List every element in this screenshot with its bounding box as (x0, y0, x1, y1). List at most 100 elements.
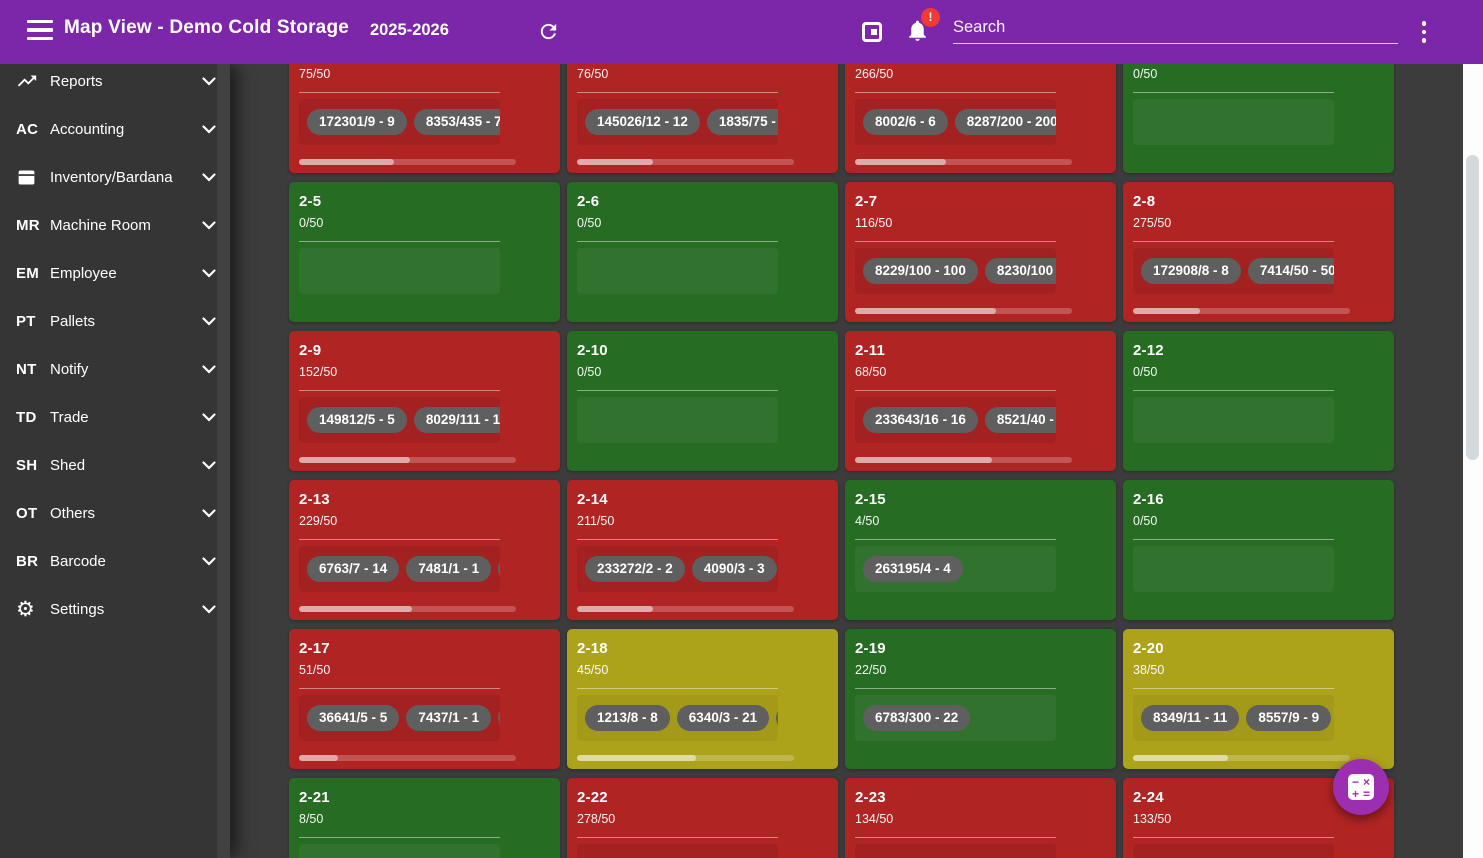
card-capacity-count: 0/50 (1133, 514, 1158, 528)
gear-icon: ⚙ (16, 597, 35, 621)
storage-card-2-16[interactable]: 2-16 0/50 (1123, 480, 1394, 620)
card-divider (1133, 92, 1334, 93)
occupancy-progress-bar (577, 755, 794, 761)
sidebar-item-notify[interactable]: NT Notify (0, 345, 230, 393)
sidebar-item-others[interactable]: OT Others (0, 489, 230, 537)
storage-card-2-22[interactable]: 2-22 278/50 (567, 778, 838, 858)
lot-chip[interactable]: 1213/8 - 8 (585, 705, 670, 731)
sidebar-item-settings[interactable]: ⚙ Settings (0, 585, 230, 633)
lot-chip[interactable]: 8557/9 - 9 (1246, 705, 1332, 731)
lot-chip[interactable]: 8229/100 - 100 (863, 258, 978, 284)
lot-chip[interactable]: 8230/100 - 8 (984, 258, 1056, 284)
lot-chip[interactable]: 7481/1 - 1 (406, 556, 492, 582)
lot-chip[interactable]: 172301/9 - 9 (307, 109, 407, 135)
lot-chip[interactable]: 8521/40 - 40 (984, 407, 1056, 433)
sidebar-item-pallets[interactable]: PT Pallets (0, 297, 230, 345)
menu-icon[interactable] (27, 20, 53, 44)
lot-chip[interactable]: 149812/5 - 5 (307, 407, 407, 433)
sidebar-item-inventory-bardana[interactable]: Inventory/Bardana (0, 153, 230, 201)
sidebar-item-shed[interactable]: SH Shed (0, 441, 230, 489)
page-scrollbar-thumb[interactable] (1466, 155, 1479, 460)
card-capacity-count: 0/50 (577, 365, 602, 379)
lot-chip[interactable]: 8002/6 - 6 (863, 109, 948, 135)
lot-chip[interactable]: 145026/12 - 12 (585, 109, 700, 135)
lot-chip[interactable]: 233272/2 - 2 (585, 556, 685, 582)
lot-chip[interactable]: 7414/50 - 50 (1247, 258, 1334, 284)
storage-card-2-19[interactable]: 2-19 22/50 6783/300 - 22 (845, 629, 1116, 769)
notification-badge: ! (921, 8, 940, 27)
occupancy-progress-fill (299, 159, 395, 165)
search-input[interactable] (953, 12, 1398, 44)
card-capacity-count: 4/50 (855, 514, 880, 528)
overflow-menu-icon[interactable] (1417, 21, 1431, 45)
lot-chip[interactable]: 82 (498, 705, 500, 731)
card-divider (299, 837, 500, 838)
abbr-badge: BR (16, 552, 39, 570)
storage-card-2-6[interactable]: 2-6 0/50 (567, 182, 838, 322)
storage-card-2-15[interactable]: 2-15 4/50 263195/4 - 4 (845, 480, 1116, 620)
lot-chip[interactable]: 75 (776, 705, 778, 731)
lot-chip[interactable]: 6763/7 - 14 (307, 556, 400, 582)
storage-card-2-10[interactable]: 2-10 0/50 (567, 331, 838, 471)
lot-chip[interactable]: 1835/75 - 3 (706, 109, 778, 135)
chevron-down-icon (202, 76, 216, 86)
card-divider (577, 837, 778, 838)
storage-card-partial-0[interactable]: 75/50 172301/9 - 9 8353/435 - 7 (289, 64, 560, 173)
refresh-icon[interactable] (537, 20, 560, 43)
lot-chip[interactable]: 8349/11 - 11 (1141, 705, 1240, 731)
lot-chip[interactable]: 6340/3 - 21 (676, 705, 770, 731)
storage-card-2-21[interactable]: 2-21 8/50 (289, 778, 560, 858)
lot-chip[interactable]: 36641/5 - 5 (307, 705, 400, 731)
lot-chip[interactable]: 172908/8 - 8 (1141, 258, 1241, 284)
sidebar-item-barcode[interactable]: BR Barcode (0, 537, 230, 585)
reader-mode-icon[interactable] (862, 22, 882, 42)
storage-card-2-5[interactable]: 2-5 0/50 (289, 182, 560, 322)
storage-card-2-8[interactable]: 2-8 275/50 172908/8 - 8 7414/50 - 50 (1123, 182, 1394, 322)
page-scrollbar-track[interactable] (1463, 64, 1483, 858)
card-divider (855, 837, 1056, 838)
abbr-badge: NT (16, 360, 37, 378)
sidebar-item-accounting[interactable]: AC Accounting (0, 105, 230, 153)
sidebar-item-machine-room[interactable]: MR Machine Room (0, 201, 230, 249)
card-capacity-count: 75/50 (299, 67, 331, 81)
lot-chip[interactable]: 8029/111 - 111 (413, 407, 500, 433)
abbr-badge: OT (16, 504, 38, 522)
lot-chip[interactable]: 263195/4 - 4 (863, 556, 963, 582)
sidebar-item-label: Settings (50, 600, 105, 618)
card-divider (1133, 688, 1334, 689)
lot-chip[interactable]: 83 (498, 556, 500, 582)
sidebar-item-trade[interactable]: TD Trade (0, 393, 230, 441)
lot-chip[interactable]: 233643/16 - 16 (863, 407, 978, 433)
lot-chip[interactable]: 6783/300 - 22 (863, 705, 971, 731)
storage-card-partial-2[interactable]: 266/50 8002/6 - 6 8287/200 - 200 (845, 64, 1116, 173)
card-title: 2-7 (855, 193, 878, 210)
sidebar-item-reports[interactable]: Reports (0, 57, 230, 105)
card-divider (1133, 241, 1334, 242)
storage-card-2-12[interactable]: 2-12 0/50 (1123, 331, 1394, 471)
storage-card-partial-3[interactable]: 0/50 (1123, 64, 1394, 173)
storage-card-2-23[interactable]: 2-23 134/50 (845, 778, 1116, 858)
lot-chip[interactable]: 7437/1 - 1 (406, 705, 492, 731)
card-title: 2-15 (855, 491, 886, 508)
lot-chip[interactable]: 4090/3 - 3 (691, 556, 777, 582)
notifications-bell-icon[interactable] (905, 17, 930, 44)
sidebar-item-employee[interactable]: EM Employee (0, 249, 230, 297)
card-capacity-count: 0/50 (1133, 67, 1158, 81)
lot-chip[interactable]: 8287/200 - 200 (954, 109, 1056, 135)
sidebar-scrollbar-track[interactable] (217, 64, 230, 858)
card-title: 2-18 (577, 640, 608, 657)
occupancy-progress-fill (299, 457, 410, 463)
calculator-fab-button[interactable]: − × + = (1333, 759, 1389, 815)
lot-chip[interactable]: 8353/435 - 7 (413, 109, 500, 135)
card-capacity-count: 0/50 (1133, 365, 1158, 379)
chip-panel: 6783/300 - 22 (855, 695, 1056, 741)
